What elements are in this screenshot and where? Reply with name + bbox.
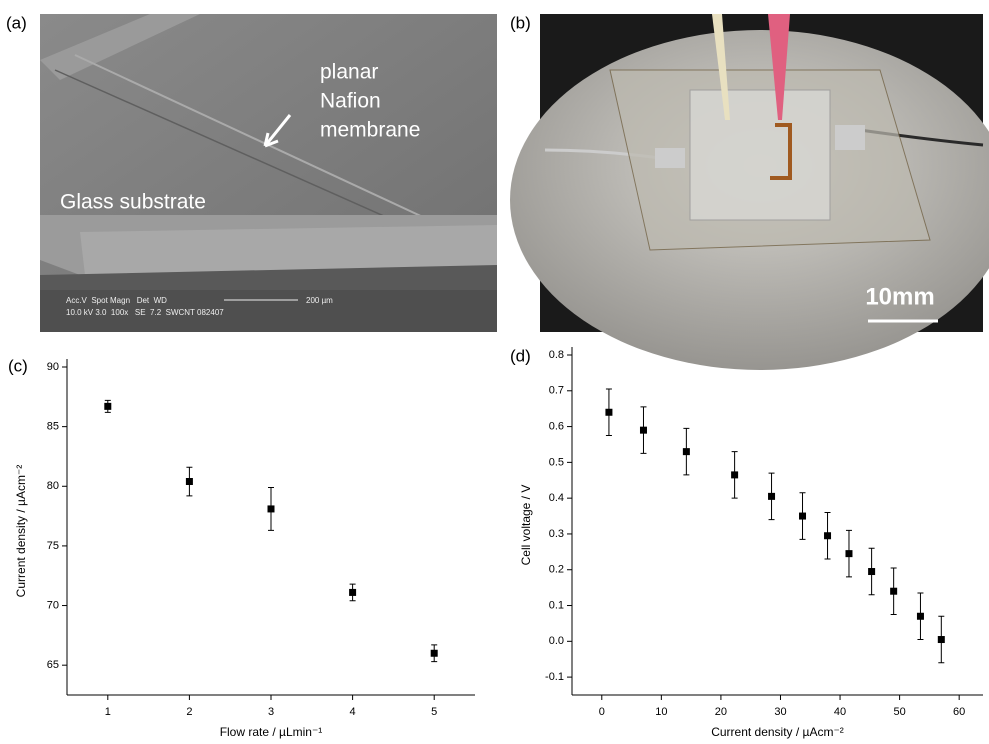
sem-info: Acc.V Spot Magn Det WD xyxy=(66,296,167,305)
x-tick-label: 10 xyxy=(655,706,667,718)
x-tick-label: 30 xyxy=(774,706,786,718)
x-tick-label: 60 xyxy=(953,706,965,718)
annotation: Nafion xyxy=(320,90,381,113)
y-tick-label: 70 xyxy=(47,599,59,611)
annotation: Glass substrate xyxy=(60,191,206,214)
y-tick-label: 0.3 xyxy=(549,528,564,540)
point xyxy=(731,471,739,479)
point xyxy=(104,402,112,410)
point xyxy=(890,587,898,595)
point xyxy=(824,532,832,540)
x-tick-label: 40 xyxy=(834,706,846,718)
panel-label: (b) xyxy=(510,13,531,32)
point xyxy=(845,550,853,558)
annotation: planar xyxy=(320,61,378,84)
y-tick-label: -0.1 xyxy=(545,671,564,683)
scale-bar-label: 10mm xyxy=(865,283,934,310)
sem-info: 10.0 kV 3.0 100x SE 7.2 SWCNT 082407 xyxy=(66,308,224,317)
point xyxy=(768,492,776,500)
point xyxy=(185,478,193,486)
point xyxy=(605,408,613,416)
point xyxy=(868,568,876,576)
point xyxy=(430,649,438,657)
y-tick-label: 85 xyxy=(47,421,59,433)
y-tick-label: 0.4 xyxy=(549,492,564,504)
point xyxy=(267,505,275,513)
point xyxy=(916,612,924,620)
y-tick-label: 0.6 xyxy=(549,420,564,432)
y-axis-title: Current density / µAcm⁻² xyxy=(14,465,28,598)
x-tick-label: 50 xyxy=(893,706,905,718)
x-tick-label: 5 xyxy=(431,706,437,718)
panel-label: (d) xyxy=(510,346,531,365)
x-axis-title: Flow rate / µLmin⁻¹ xyxy=(220,725,323,739)
x-tick-label: 1 xyxy=(105,706,111,718)
y-tick-label: 0.1 xyxy=(549,599,564,611)
y-tick-label: 90 xyxy=(47,361,59,373)
point xyxy=(639,426,647,434)
y-tick-label: 80 xyxy=(47,480,59,492)
x-tick-label: 3 xyxy=(268,706,274,718)
y-tick-label: 65 xyxy=(47,659,59,671)
sem-image: planar Nafion membrane Glass substrate A… xyxy=(40,14,497,332)
y-tick-label: 0.7 xyxy=(549,385,564,397)
y-axis-title: Cell voltage / V xyxy=(519,485,533,566)
x-axis-title: Current density / µAcm⁻² xyxy=(711,725,844,739)
x-tick-label: 2 xyxy=(186,706,192,718)
x-tick-label: 20 xyxy=(715,706,727,718)
panel-label: (c) xyxy=(8,356,28,375)
x-tick-label: 0 xyxy=(599,706,605,718)
photo: 10mm xyxy=(510,14,989,370)
y-tick-label: 0.8 xyxy=(549,349,564,361)
y-tick-label: 75 xyxy=(47,540,59,552)
sem-info: 200 µm xyxy=(306,296,333,305)
point xyxy=(682,448,690,456)
y-tick-label: 0.0 xyxy=(549,635,564,647)
point xyxy=(349,588,357,596)
panel-label: (a) xyxy=(6,13,27,32)
point xyxy=(937,636,945,644)
x-tick-label: 4 xyxy=(350,706,356,718)
point xyxy=(799,512,807,520)
y-tick-label: 0.2 xyxy=(549,564,564,576)
y-tick-label: 0.5 xyxy=(549,456,564,468)
annotation: membrane xyxy=(320,119,420,142)
